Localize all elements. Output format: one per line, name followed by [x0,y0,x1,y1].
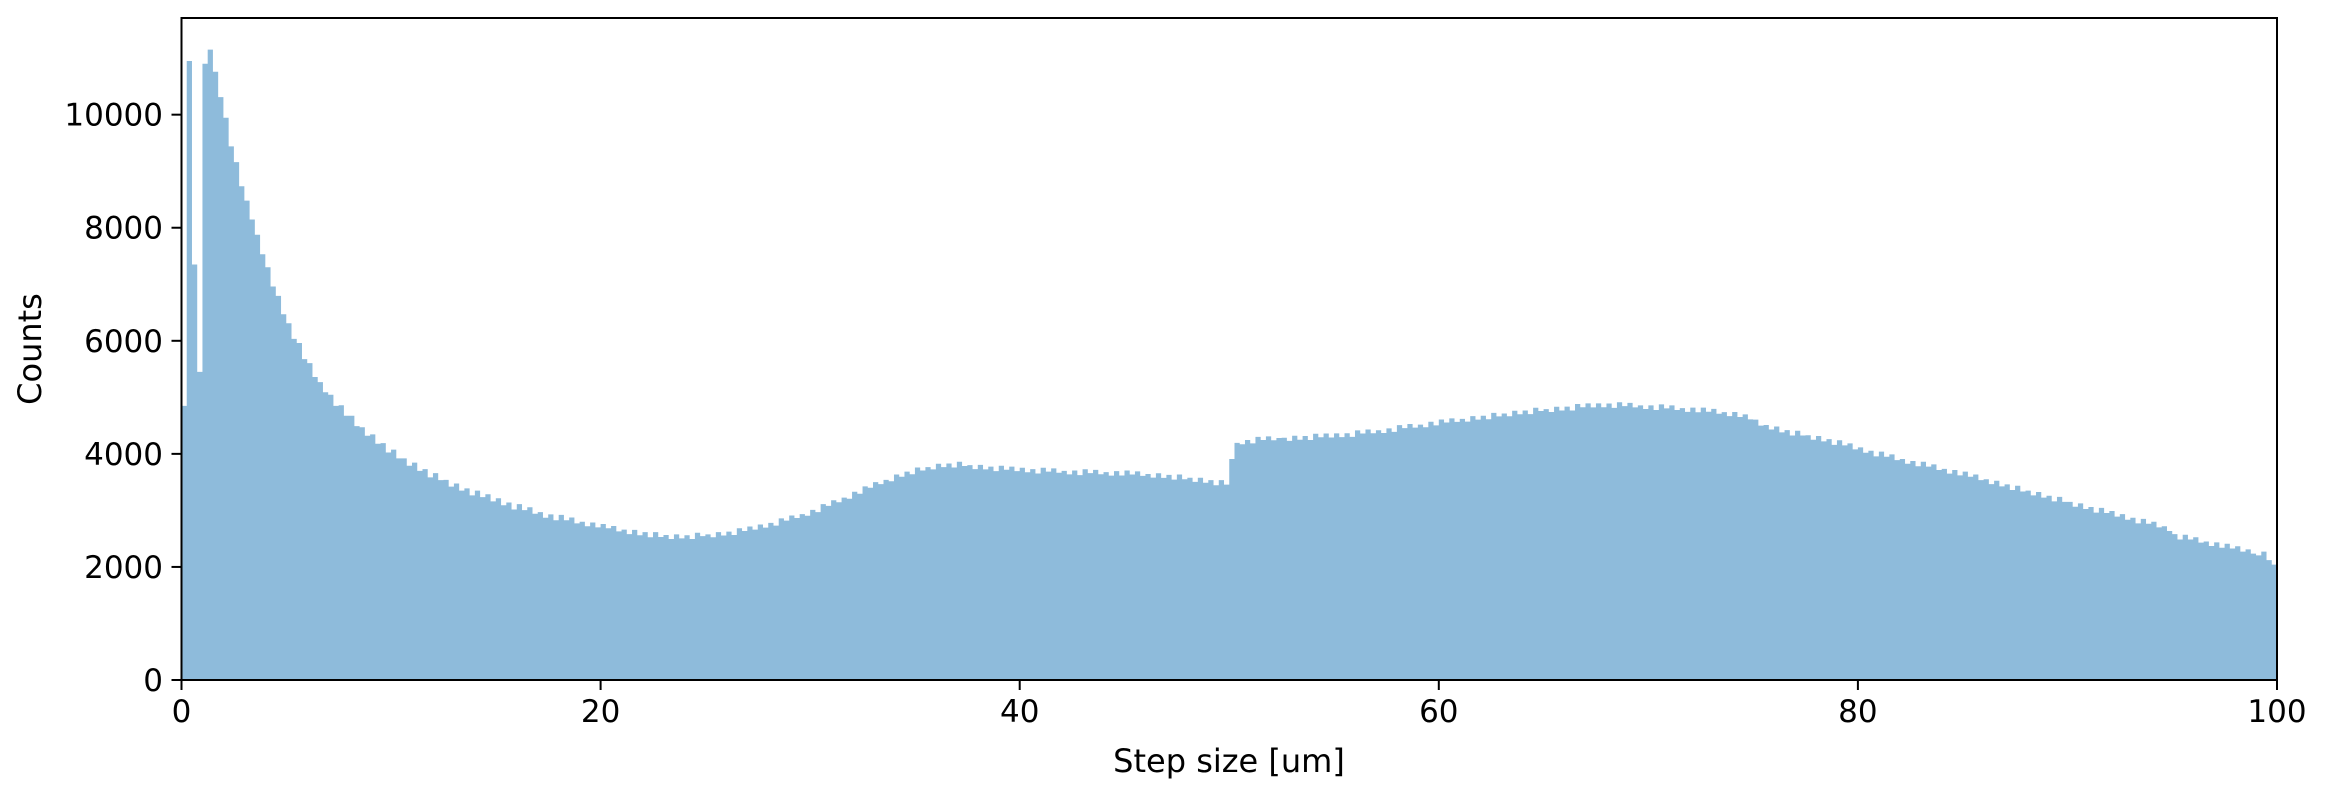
x-tick-label-60: 60 [1419,694,1458,730]
histogram-bar-area [181,49,2277,681]
y-tick-label-2000: 2000 [84,550,163,586]
x-tick-label-100: 100 [2247,694,2306,730]
histogram-bars [181,49,2277,681]
x-axis-ticks [180,680,2278,690]
y-axis-tick-labels: 0 2000 4000 6000 8000 10000 [64,98,163,699]
x-tick-label-0: 0 [172,694,192,730]
y-axis-label: Counts [11,293,49,405]
y-tick-label-4000: 4000 [84,437,163,473]
x-tick-label-20: 20 [581,694,620,730]
y-tick-label-10000: 10000 [64,98,163,134]
y-axis-ticks [171,113,182,681]
x-tick-label-40: 40 [1000,694,1039,730]
y-tick-label-8000: 8000 [84,211,163,247]
y-tick-label-6000: 6000 [84,324,163,360]
x-tick-label-80: 80 [1838,694,1877,730]
plot-border [180,17,2278,681]
y-tick-label-0: 0 [143,663,163,699]
x-axis-tick-labels: 0 20 40 60 80 100 [172,694,2307,730]
x-axis-label: Step size [um] [1113,742,1345,780]
